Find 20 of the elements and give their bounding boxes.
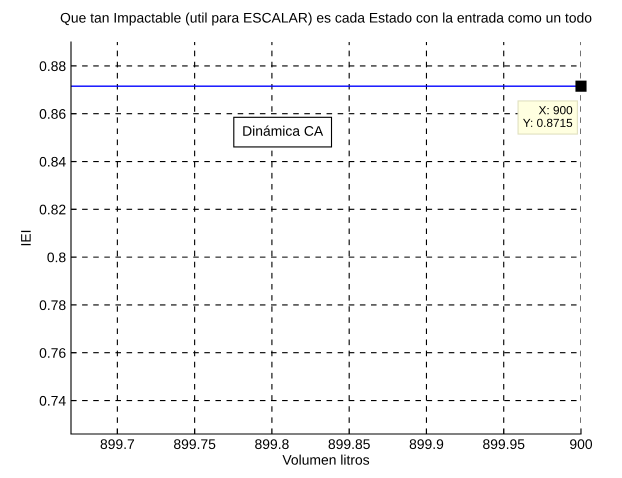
x-tick-label: 899.9	[410, 439, 444, 450]
x-tick-label: 899.95	[483, 439, 524, 450]
x-axis-title: Volumen litros	[282, 454, 370, 465]
annotation: X: 900 Y: 0.8715	[523, 106, 572, 128]
annotation: Dinámica CA	[243, 126, 324, 136]
x-tick-label: 899.75	[174, 439, 216, 450]
chart-title: Que tan Impactable (util para ESCALAR) es cada Estado con la entrada como un todo	[60, 12, 592, 26]
y-tick-label: 0.82	[40, 204, 66, 214]
y-tick-label: 0.78	[40, 300, 66, 310]
y-tick-label: 0.8	[47, 252, 66, 262]
x-tick-label: 899.7	[100, 439, 134, 450]
y-tick-label: 0.86	[40, 109, 66, 119]
x-tick-label: 899.85	[328, 439, 370, 450]
y-tick-label: 0.84	[40, 156, 66, 167]
y-tick-label: 0.76	[40, 348, 66, 358]
x-tick-label: 899.8	[255, 439, 289, 450]
y-tick-label: 0.88	[40, 61, 66, 72]
y-tick-label: 0.74	[40, 396, 66, 406]
x-tick-label: 900	[570, 439, 592, 450]
y-axis-title: IEI	[21, 230, 31, 246]
